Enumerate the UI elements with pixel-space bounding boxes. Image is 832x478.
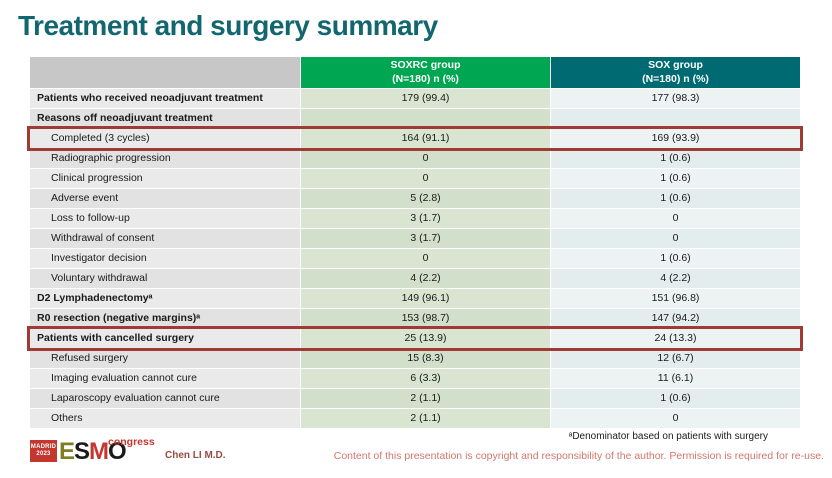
soxrc-value: 153 (98.7) bbox=[301, 309, 550, 328]
soxrc-value: 164 (91.1) bbox=[301, 129, 550, 148]
header-soxrc-line1: SOXRC group bbox=[390, 58, 461, 71]
sox-value: 24 (13.3) bbox=[551, 329, 800, 348]
esmo-letter: O bbox=[108, 438, 127, 465]
presenter-name: Chen LI M.D. bbox=[165, 450, 226, 461]
header-sox-line1: SOX group bbox=[648, 58, 703, 71]
copyright-notice: Content of this presentation is copyrigh… bbox=[333, 450, 824, 462]
sox-value: 1 (0.6) bbox=[551, 389, 800, 408]
table-header-row: SOXRC group (N=180) n (%) SOX group (N=1… bbox=[30, 57, 800, 88]
soxrc-value bbox=[301, 109, 550, 128]
soxrc-value: 15 (8.3) bbox=[301, 349, 550, 368]
row-label: Voluntary withdrawal bbox=[30, 269, 300, 288]
logo-year: 2023 bbox=[36, 451, 51, 457]
logo-congress-label: congress bbox=[108, 436, 155, 448]
soxrc-value: 25 (13.9) bbox=[301, 329, 550, 348]
row-label: Refused surgery bbox=[30, 349, 300, 368]
table-row: Reasons off neoadjuvant treatment bbox=[30, 109, 800, 128]
esmo-letter: M bbox=[89, 438, 109, 465]
table-row: Radiographic progression 0 1 (0.6) bbox=[30, 149, 800, 168]
header-sox-line2: (N=180) n (%) bbox=[642, 72, 709, 85]
row-label: Clinical progression bbox=[30, 169, 300, 188]
table-body: Patients who received neoadjuvant treatm… bbox=[30, 89, 800, 428]
row-label: Loss to follow-up bbox=[30, 209, 300, 228]
esmo-letter: S bbox=[74, 438, 90, 465]
esmo-letters: ESMO bbox=[59, 438, 127, 465]
row-label: Others bbox=[30, 409, 300, 428]
treatment-summary-table: SOXRC group (N=180) n (%) SOX group (N=1… bbox=[30, 57, 800, 429]
sox-value: 1 (0.6) bbox=[551, 169, 800, 188]
table-row: Clinical progression 0 1 (0.6) bbox=[30, 169, 800, 188]
row-label: Completed (3 cycles) bbox=[30, 129, 300, 148]
table-row: R0 resection (negative margins)ᵃ 153 (98.… bbox=[30, 309, 800, 328]
row-label: Patients who received neoadjuvant treatm… bbox=[30, 89, 300, 108]
table-row: Laparoscopy evaluation cannot cure 2 (1.1… bbox=[30, 389, 800, 408]
esmo-letter: E bbox=[59, 438, 75, 465]
sox-value: 1 (0.6) bbox=[551, 149, 800, 168]
soxrc-value: 2 (1.1) bbox=[301, 389, 550, 408]
table-row: Investigator decision 0 1 (0.6) bbox=[30, 249, 800, 268]
row-label: D2 Lymphadenectomyᵃ bbox=[30, 289, 300, 308]
table-row: Completed (3 cycles) 164 (91.1) 169 (93.9) bbox=[30, 129, 800, 148]
row-label: Laparoscopy evaluation cannot cure bbox=[30, 389, 300, 408]
table-row: Withdrawal of consent 3 (1.7) 0 bbox=[30, 229, 800, 248]
header-sox-group: SOX group (N=180) n (%) bbox=[551, 57, 800, 88]
soxrc-value: 6 (3.3) bbox=[301, 369, 550, 388]
soxrc-value: 179 (99.4) bbox=[301, 89, 550, 108]
sox-value: 169 (93.9) bbox=[551, 129, 800, 148]
table-row: Refused surgery 15 (8.3) 12 (6.7) bbox=[30, 349, 800, 368]
table-row: Patients who received neoadjuvant treatm… bbox=[30, 89, 800, 108]
sox-value bbox=[551, 109, 800, 128]
table-row: Adverse event 5 (2.8) 1 (0.6) bbox=[30, 189, 800, 208]
soxrc-value: 0 bbox=[301, 249, 550, 268]
logo-city: MADRID bbox=[30, 443, 57, 450]
sox-value: 151 (96.8) bbox=[551, 289, 800, 308]
sox-value: 11 (6.1) bbox=[551, 369, 800, 388]
soxrc-value: 0 bbox=[301, 149, 550, 168]
table-row: Loss to follow-up 3 (1.7) 0 bbox=[30, 209, 800, 228]
row-label: Adverse event bbox=[30, 189, 300, 208]
soxrc-value: 0 bbox=[301, 169, 550, 188]
sox-value: 4 (2.2) bbox=[551, 269, 800, 288]
sox-value: 0 bbox=[551, 409, 800, 428]
table-row: D2 Lymphadenectomyᵃ 149 (96.1) 151 (96.8) bbox=[30, 289, 800, 308]
row-label: Reasons off neoadjuvant treatment bbox=[30, 109, 300, 128]
sox-value: 0 bbox=[551, 229, 800, 248]
sox-value: 12 (6.7) bbox=[551, 349, 800, 368]
soxrc-value: 4 (2.2) bbox=[301, 269, 550, 288]
table-footnote: ᵃDenominator based on patients with surg… bbox=[568, 431, 768, 442]
header-soxrc-line2: (N=180) n (%) bbox=[392, 72, 459, 85]
row-label: Imaging evaluation cannot cure bbox=[30, 369, 300, 388]
sox-value: 147 (94.2) bbox=[551, 309, 800, 328]
row-label: Withdrawal of consent bbox=[30, 229, 300, 248]
esmo-congress-logo: MADRID 2023 ESMO congress bbox=[30, 436, 155, 465]
header-empty-cell bbox=[30, 57, 300, 88]
row-label: R0 resection (negative margins)ᵃ bbox=[30, 309, 300, 328]
madrid-2023-badge: MADRID 2023 bbox=[30, 440, 57, 462]
soxrc-value: 5 (2.8) bbox=[301, 189, 550, 208]
header-soxrc-group: SOXRC group (N=180) n (%) bbox=[301, 57, 550, 88]
row-label: Radiographic progression bbox=[30, 149, 300, 168]
sox-value: 177 (98.3) bbox=[551, 89, 800, 108]
sox-value: 1 (0.6) bbox=[551, 249, 800, 268]
table-row: Voluntary withdrawal 4 (2.2) 4 (2.2) bbox=[30, 269, 800, 288]
table-row: Others 2 (1.1) 0 bbox=[30, 409, 800, 428]
soxrc-value: 149 (96.1) bbox=[301, 289, 550, 308]
soxrc-value: 3 (1.7) bbox=[301, 209, 550, 228]
page-title: Treatment and surgery summary bbox=[18, 10, 438, 41]
soxrc-value: 3 (1.7) bbox=[301, 229, 550, 248]
sox-value: 1 (0.6) bbox=[551, 189, 800, 208]
row-label: Patients with cancelled surgery bbox=[30, 329, 300, 348]
table-row: Patients with cancelled surgery 25 (13.9)… bbox=[30, 329, 800, 348]
sox-value: 0 bbox=[551, 209, 800, 228]
row-label: Investigator decision bbox=[30, 249, 300, 268]
soxrc-value: 2 (1.1) bbox=[301, 409, 550, 428]
table-row: Imaging evaluation cannot cure 6 (3.3) 11 … bbox=[30, 369, 800, 388]
